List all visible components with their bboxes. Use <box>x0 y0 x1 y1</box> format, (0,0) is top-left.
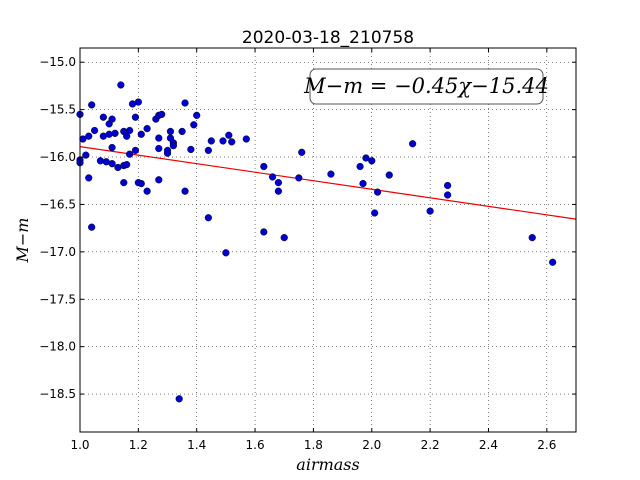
x-tick-label: 1.4 <box>187 438 206 452</box>
y-tick-label: −18.5 <box>39 387 76 401</box>
data-point <box>108 160 116 168</box>
data-point <box>90 126 99 135</box>
y-tick-label: −17.5 <box>39 292 76 306</box>
data-point <box>117 81 125 89</box>
data-point <box>155 144 163 153</box>
fit-line <box>79 146 577 220</box>
data-point <box>123 132 131 140</box>
data-point <box>155 176 163 184</box>
chart-title: 2020-03-18_210758 <box>242 28 414 48</box>
data-point <box>225 131 233 139</box>
plot-area <box>80 48 576 432</box>
y-tick-label: −16.0 <box>39 150 76 164</box>
y-tick-label: −15.5 <box>39 103 76 117</box>
data-point <box>327 170 335 178</box>
data-point <box>368 157 376 165</box>
data-point <box>169 142 177 150</box>
data-point <box>193 111 201 119</box>
data-point <box>143 124 151 133</box>
data-point <box>356 162 364 171</box>
x-tick-label: 1.2 <box>129 438 148 452</box>
y-tick-label: −15.0 <box>39 55 76 69</box>
y-tick-label: −17.0 <box>39 245 76 259</box>
data-point <box>126 150 134 158</box>
data-point <box>385 171 393 179</box>
x-tick-label: 1.0 <box>70 438 89 452</box>
data-point <box>108 115 116 123</box>
data-point <box>549 258 557 266</box>
data-point <box>137 179 145 188</box>
data-point <box>131 113 140 121</box>
data-point <box>181 99 189 107</box>
data-point <box>88 101 96 109</box>
x-tick-label: 2.2 <box>421 438 440 452</box>
data-point <box>260 162 268 171</box>
data-point <box>137 130 145 138</box>
data-point <box>166 127 175 136</box>
data-point <box>85 174 93 182</box>
data-point <box>359 179 367 188</box>
data-point <box>126 126 134 135</box>
x-tick-label: 2.6 <box>537 438 556 452</box>
data-point <box>298 148 306 156</box>
data-point <box>158 110 166 118</box>
legend-box <box>309 68 544 105</box>
x-axis-label: airmass <box>296 455 359 474</box>
data-point <box>362 154 370 162</box>
data-point <box>108 143 116 152</box>
data-point <box>444 191 452 199</box>
data-point <box>207 137 215 145</box>
fit-line-layer <box>79 146 577 220</box>
x-tick-label: 2.4 <box>479 438 498 452</box>
data-point <box>219 137 227 145</box>
plot-frame <box>79 47 577 433</box>
data-point <box>123 161 131 169</box>
data-point <box>204 146 212 155</box>
x-tick-label: 1.8 <box>304 438 323 452</box>
data-point <box>409 140 417 148</box>
data-point <box>280 234 288 242</box>
y-axis-label: M−m <box>13 218 32 264</box>
fit-equation-text: M−m = −0.45χ−15.44 <box>303 74 549 98</box>
x-tick-label: 1.6 <box>246 438 265 452</box>
data-point <box>134 98 142 106</box>
data-point <box>274 187 283 195</box>
data-point <box>82 151 90 159</box>
data-point <box>228 138 236 146</box>
data-point <box>426 207 434 215</box>
data-point <box>187 145 195 154</box>
data-point <box>274 179 283 187</box>
data-point <box>88 223 96 231</box>
data-point <box>175 395 183 403</box>
data-point <box>85 132 93 140</box>
y-tick-label: −16.5 <box>39 197 76 211</box>
data-point <box>178 127 186 136</box>
data-point <box>204 214 212 222</box>
data-point <box>444 181 452 190</box>
data-point <box>111 129 119 137</box>
data-point <box>374 188 382 196</box>
data-point <box>120 179 128 187</box>
data-points <box>76 81 557 403</box>
data-point <box>163 146 172 155</box>
data-point <box>190 121 198 129</box>
data-point <box>268 173 277 181</box>
data-point <box>131 146 140 155</box>
x-tick-label: 2.0 <box>362 438 381 452</box>
data-point <box>155 134 163 142</box>
data-point <box>528 234 536 242</box>
fit-equation-legend: M−m = −0.45χ−15.44 <box>303 68 549 105</box>
data-point <box>143 187 151 195</box>
data-point <box>99 113 107 121</box>
data-point <box>260 228 268 236</box>
data-point <box>371 209 379 217</box>
data-point <box>295 174 303 182</box>
data-point <box>181 187 189 195</box>
data-point <box>242 135 250 143</box>
axis-ticks: 1.0 1.2 1.4 1.6 1.8 2.0 2.2 2.4 2.6 −15.0 −15.5 −16… <box>39 48 576 452</box>
y-tick-label: −18.0 <box>39 340 76 354</box>
data-point <box>222 249 230 257</box>
